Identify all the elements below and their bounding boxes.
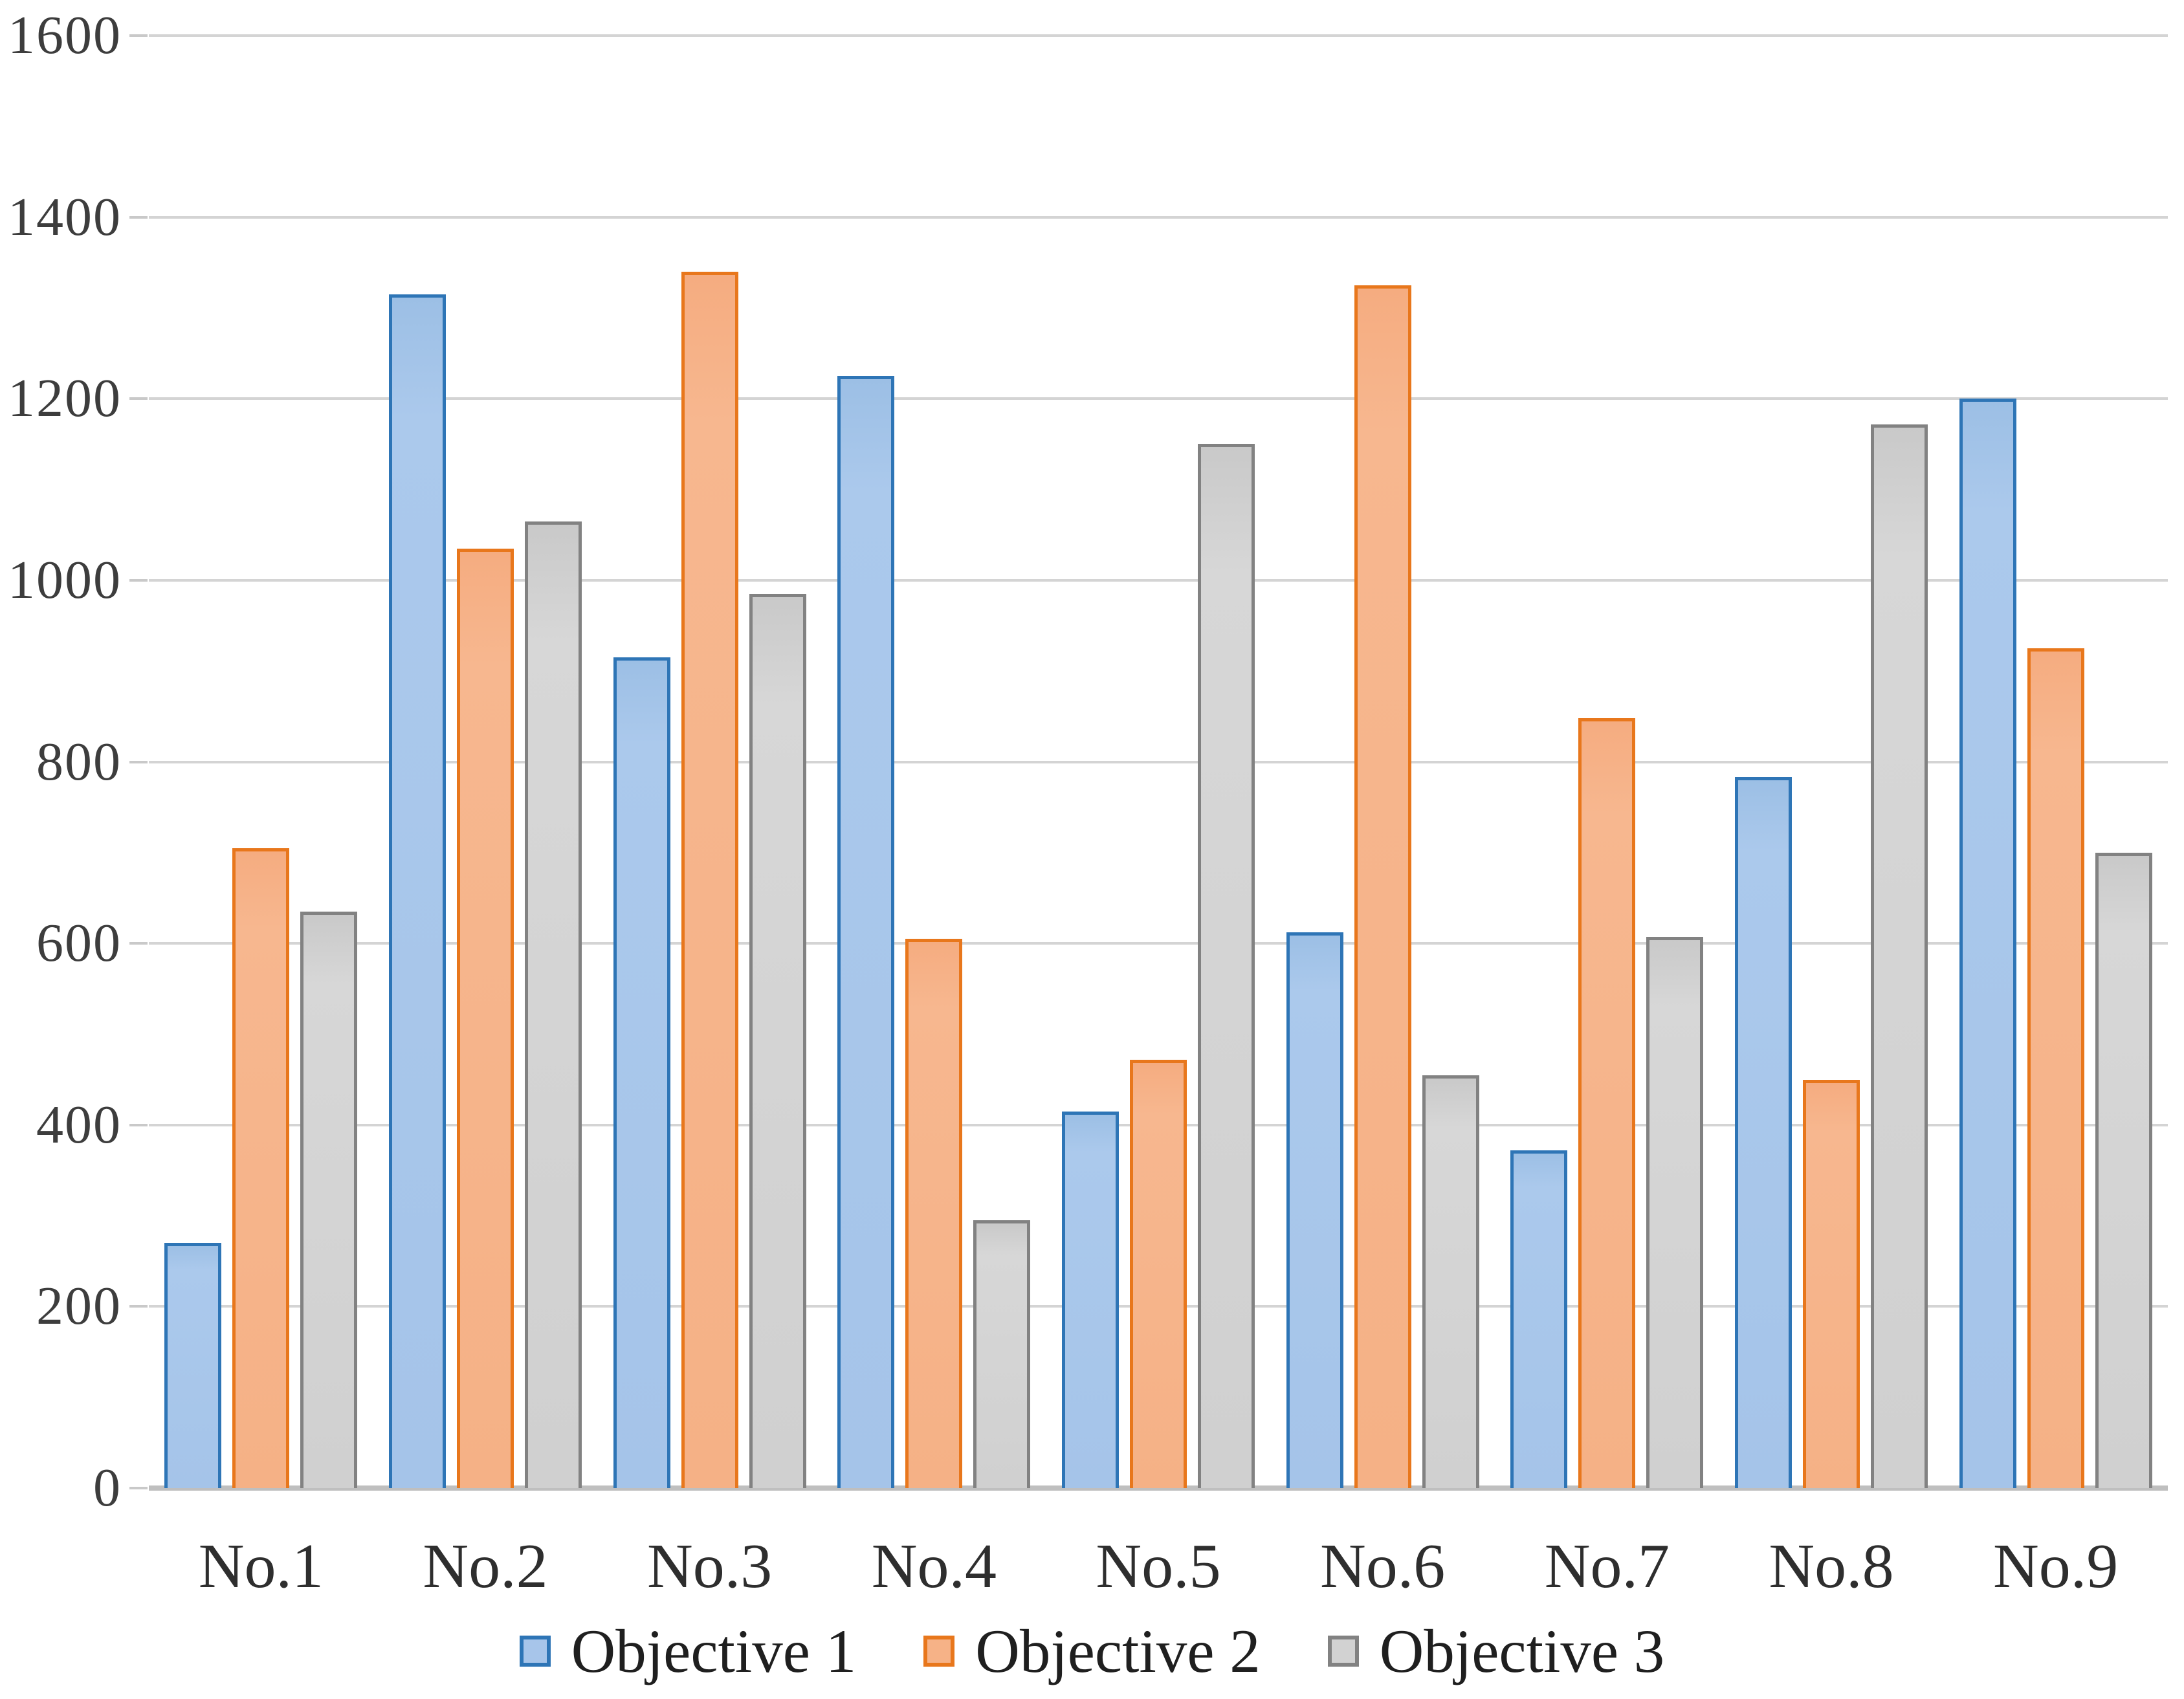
y-tick-mark <box>129 1305 148 1308</box>
legend-swatch-icon <box>519 1636 551 1667</box>
gridline-1000 <box>149 578 2168 582</box>
gridline-1400 <box>149 215 2168 219</box>
y-axis-label: 1000 <box>8 549 122 610</box>
bar-objective-3-no2 <box>525 521 582 1488</box>
bar-objective-3-no9 <box>2095 852 2152 1488</box>
x-axis-label-no3: No.3 <box>647 1531 773 1601</box>
y-tick-mark <box>129 578 148 582</box>
bar-group-no8 <box>1719 36 1944 1488</box>
bar-group-no4 <box>822 36 1046 1488</box>
y-tick-mark <box>129 942 148 945</box>
x-axis-label-no8: No.8 <box>1769 1531 1894 1601</box>
bar-objective-1-no3 <box>613 657 670 1488</box>
bar-objective-1-no6 <box>1286 932 1343 1488</box>
bar-group-no3 <box>597 36 822 1488</box>
bar-objective-3-no3 <box>749 593 806 1488</box>
bar-group-no5 <box>1046 36 1271 1488</box>
y-axis-label: 200 <box>36 1276 122 1337</box>
bar-objective-1-no7 <box>1510 1150 1568 1488</box>
legend-item-objective-2: Objective 2 <box>923 1616 1261 1685</box>
legend: Objective 1 Objective 2 Objective 3 <box>0 1612 2184 1690</box>
y-tick-mark <box>129 397 148 400</box>
legend-label: Objective 3 <box>1379 1616 1665 1685</box>
y-axis-label: 1200 <box>8 368 122 429</box>
y-tick-mark <box>129 215 148 219</box>
x-axis-label-no4: No.4 <box>871 1531 997 1601</box>
bar-objective-1-no8 <box>1735 777 1792 1488</box>
bar-objective-2-no1 <box>232 848 290 1488</box>
plot-area <box>149 34 2168 1491</box>
y-tick-mark <box>129 1487 148 1489</box>
y-tick-mark <box>129 34 148 37</box>
gridline-600 <box>149 942 2168 945</box>
bar-objective-2-no6 <box>1354 285 1411 1488</box>
bar-objective-1-no2 <box>389 294 446 1488</box>
bar-objective-3-no8 <box>1871 424 1928 1488</box>
x-axis-label-no1: No.1 <box>198 1531 324 1601</box>
y-axis-label: 600 <box>36 913 122 974</box>
bar-objective-3-no4 <box>973 1220 1031 1488</box>
y-axis-label: 400 <box>36 1094 122 1155</box>
bar-group-no1 <box>149 36 373 1488</box>
bar-objective-1-no4 <box>837 376 895 1488</box>
bar-objective-2-no3 <box>681 271 738 1488</box>
y-tick-mark <box>129 760 148 763</box>
bar-objective-2-no4 <box>905 939 963 1488</box>
bar-objective-1-no9 <box>1959 399 2016 1488</box>
bar-objective-2-no7 <box>1578 718 1636 1488</box>
y-axis-label: 1600 <box>8 5 122 65</box>
bar-objective-3-no1 <box>300 912 358 1488</box>
bar-objective-1-no1 <box>164 1243 222 1488</box>
x-axis-label-no9: No.9 <box>1993 1531 2119 1601</box>
x-axis-label-no6: No.6 <box>1320 1531 1446 1601</box>
legend-item-objective-1: Objective 1 <box>519 1616 857 1685</box>
bar-objective-2-no8 <box>1803 1079 1860 1488</box>
x-axis-line <box>149 1485 2168 1491</box>
legend-item-objective-3: Objective 3 <box>1327 1616 1665 1685</box>
x-axis-label-no5: No.5 <box>1096 1531 1221 1601</box>
bar-objective-2-no2 <box>457 548 514 1488</box>
bar-objective-1-no5 <box>1062 1111 1120 1488</box>
bars-layer <box>149 36 2168 1488</box>
bar-group-no9 <box>1943 36 2168 1488</box>
x-axis-label-no2: No.2 <box>423 1531 548 1601</box>
y-tick-mark <box>129 1123 148 1126</box>
legend-label: Objective 2 <box>975 1616 1261 1685</box>
bar-objective-2-no9 <box>2027 648 2084 1488</box>
bar-group-no2 <box>373 36 598 1488</box>
y-axis-label: 0 <box>93 1458 122 1518</box>
x-axis: No.1 No.2 No.3 No.4 No.5 No.6 No.7 No.8 No.9 <box>149 1531 2168 1616</box>
bar-objective-2-no5 <box>1130 1059 1187 1488</box>
bar-group-no7 <box>1495 36 1719 1488</box>
legend-swatch-icon <box>1327 1636 1359 1667</box>
y-axis-label: 800 <box>36 731 122 792</box>
legend-label: Objective 1 <box>571 1616 857 1685</box>
bar-objective-3-no6 <box>1422 1075 1479 1488</box>
gridline-800 <box>149 760 2168 763</box>
x-axis-label-no7: No.7 <box>1544 1531 1670 1601</box>
y-axis-label: 1400 <box>8 186 122 247</box>
bar-objective-3-no5 <box>1198 444 1255 1488</box>
legend-swatch-icon <box>923 1636 955 1667</box>
gridline-1600 <box>149 34 2168 37</box>
gridline-1200 <box>149 397 2168 400</box>
bar-group-no6 <box>1270 36 1495 1488</box>
bar-objective-3-no7 <box>1646 937 1704 1488</box>
